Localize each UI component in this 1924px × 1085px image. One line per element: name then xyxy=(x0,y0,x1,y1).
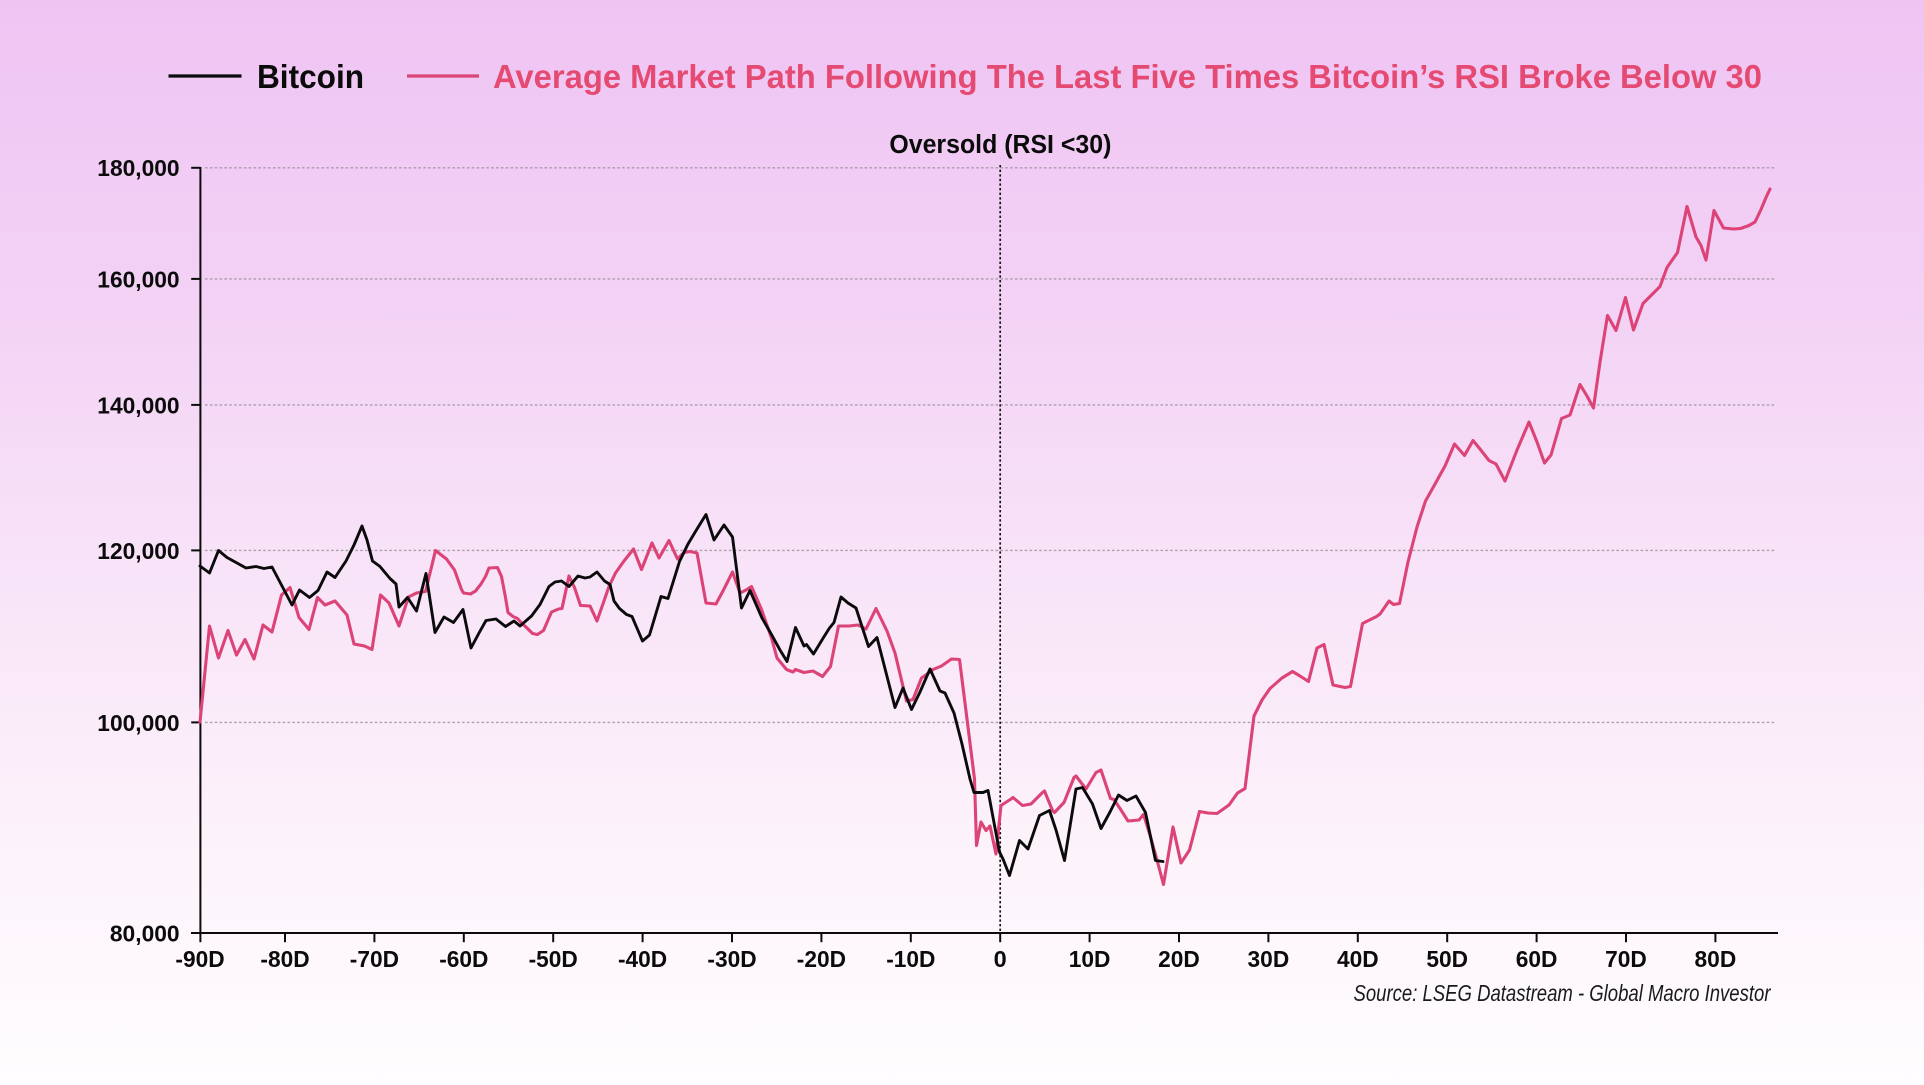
svg-text:80D: 80D xyxy=(1695,946,1737,972)
svg-text:80,000: 80,000 xyxy=(110,920,180,946)
svg-text:Oversold (RSI <30): Oversold (RSI <30) xyxy=(889,131,1111,159)
svg-text:Average Market Path Following: Average Market Path Following The Last F… xyxy=(493,58,1762,95)
svg-text:-20D: -20D xyxy=(797,946,846,972)
svg-text:70D: 70D xyxy=(1605,946,1647,972)
svg-text:120,000: 120,000 xyxy=(97,538,179,564)
svg-text:-40D: -40D xyxy=(618,946,667,972)
svg-text:30D: 30D xyxy=(1248,946,1290,972)
svg-text:10D: 10D xyxy=(1069,946,1111,972)
svg-text:-80D: -80D xyxy=(260,946,309,972)
svg-text:0: 0 xyxy=(994,946,1007,972)
svg-text:-90D: -90D xyxy=(175,946,224,972)
svg-text:60D: 60D xyxy=(1516,946,1558,972)
svg-text:-50D: -50D xyxy=(529,946,578,972)
svg-text:Source: LSEG Datastream - Glob: Source: LSEG Datastream - Global Macro I… xyxy=(1354,980,1772,1006)
svg-text:40D: 40D xyxy=(1337,946,1379,972)
svg-text:50D: 50D xyxy=(1426,946,1468,972)
svg-text:140,000: 140,000 xyxy=(97,392,179,418)
svg-text:20D: 20D xyxy=(1158,946,1200,972)
svg-text:-70D: -70D xyxy=(350,946,399,972)
svg-text:180,000: 180,000 xyxy=(97,155,179,181)
svg-text:Bitcoin: Bitcoin xyxy=(257,58,364,95)
svg-text:-30D: -30D xyxy=(707,946,756,972)
svg-text:100,000: 100,000 xyxy=(97,710,179,736)
svg-text:160,000: 160,000 xyxy=(97,266,179,292)
svg-text:-60D: -60D xyxy=(439,946,488,972)
svg-text:-10D: -10D xyxy=(886,946,935,972)
